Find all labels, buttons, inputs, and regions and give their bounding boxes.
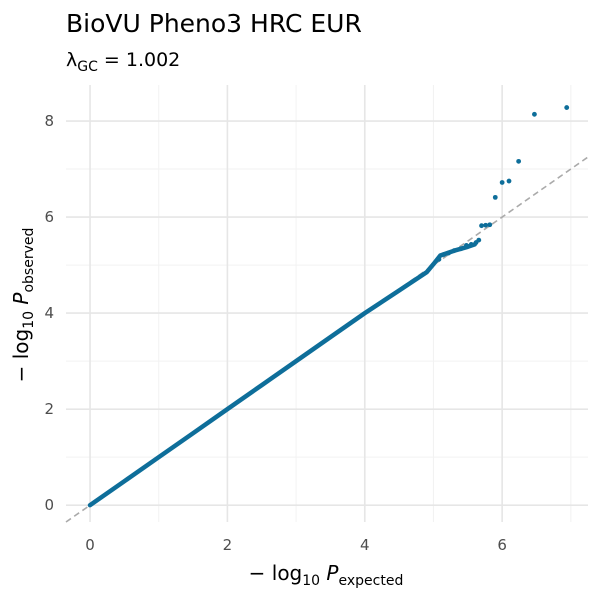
data-point	[464, 242, 469, 248]
y-axis-var: P	[9, 292, 33, 311]
x-axis-subscript: expected	[339, 573, 404, 589]
y-tick-label: 6	[44, 208, 54, 226]
data-point	[468, 242, 474, 247]
data-point	[506, 178, 512, 184]
grid-minor	[66, 85, 588, 522]
y-axis-title: − log10 Pobserved	[9, 228, 37, 383]
x-tick-label: 6	[497, 536, 507, 554]
y-tick-label: 0	[44, 496, 54, 514]
bulk-points	[87, 242, 477, 508]
x-axis-prefix: − log	[249, 561, 303, 585]
y-axis-prefix: − log	[9, 329, 33, 383]
data-point	[479, 223, 484, 229]
y-axis-subscript: observed	[21, 228, 37, 293]
lambda-value: 1.002	[126, 49, 180, 71]
data-point	[446, 250, 451, 256]
y-tick-label: 4	[44, 304, 54, 322]
y-axis-base: 10	[21, 311, 37, 329]
data-point	[458, 246, 464, 252]
data-point	[436, 256, 442, 262]
x-axis-title: − log10 Pexpected	[249, 561, 404, 589]
chart-title: BioVU Pheno3 HRC EUR	[66, 9, 362, 38]
reference-line	[65, 156, 589, 523]
lambda-symbol: λ	[66, 49, 77, 71]
x-tick-label: 4	[360, 536, 370, 554]
data-point	[483, 222, 489, 228]
x-axis-var: P	[320, 561, 339, 585]
data-point	[499, 180, 505, 185]
y-tick-label: 2	[44, 400, 54, 418]
data-point	[441, 252, 447, 257]
lambda-operator: =	[98, 49, 126, 71]
data-point	[532, 111, 537, 117]
data-point	[487, 222, 493, 228]
x-tick-label: 2	[223, 536, 233, 554]
x-axis-ticks: 0 2 4 6	[85, 536, 507, 554]
x-tick-label: 0	[85, 536, 95, 554]
data-point	[476, 237, 482, 243]
x-axis-base: 10	[302, 573, 320, 589]
chart-subtitle: λGC = 1.002	[66, 49, 180, 75]
y-tick-label: 8	[44, 112, 54, 130]
reference-line-segment	[65, 156, 589, 523]
data-point	[516, 158, 522, 164]
grid-major	[66, 85, 588, 522]
y-axis-ticks: 0 2 4 6 8	[44, 112, 54, 514]
data-point	[451, 248, 457, 254]
data-points	[87, 105, 570, 508]
data-point	[492, 194, 498, 200]
lambda-subscript: GC	[77, 59, 98, 75]
data-point	[564, 105, 570, 110]
